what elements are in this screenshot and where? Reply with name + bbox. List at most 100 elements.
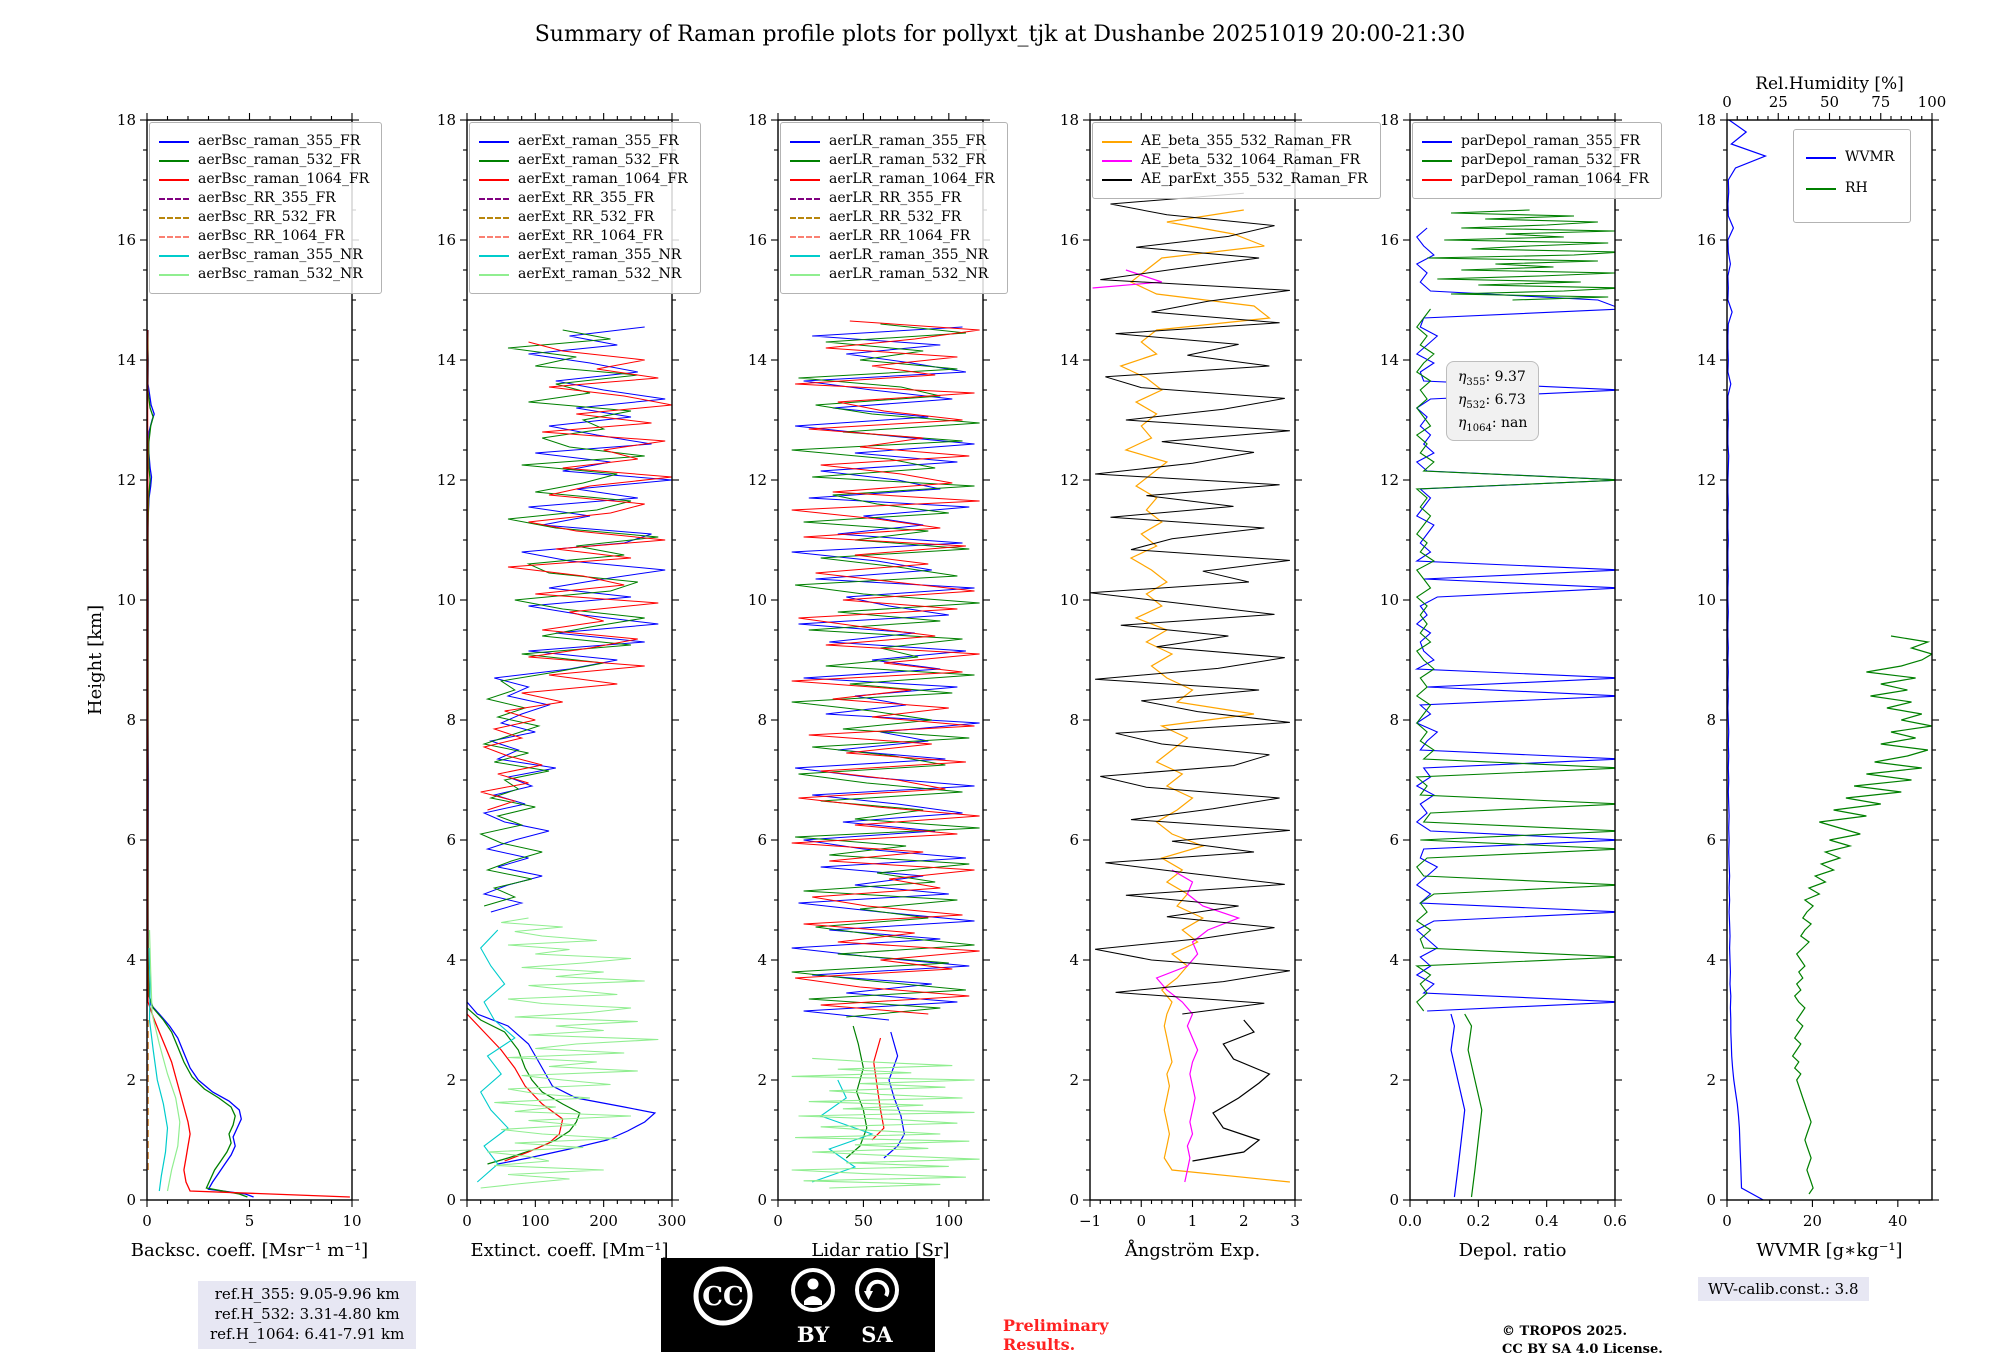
legend-entry: aerExt_raman_1064_FR <box>479 172 688 187</box>
legend-entry: AE_beta_355_532_Raman_FR <box>1102 134 1368 149</box>
svg-text:100: 100 <box>521 1212 550 1230</box>
legend-label: aerExt_RR_532_FR <box>518 209 655 225</box>
legend-label: AE_beta_532_1064_Raman_FR <box>1141 152 1361 168</box>
svg-text:0.6: 0.6 <box>1603 1212 1627 1230</box>
legend-entry: parDepol_raman_1064_FR <box>1422 172 1649 187</box>
wv-calib-note: WV-calib.const.: 3.8 <box>1698 1277 1869 1301</box>
svg-text:14: 14 <box>117 351 136 369</box>
svg-text:12: 12 <box>117 471 136 489</box>
legend-label: aerLR_RR_355_FR <box>829 190 962 206</box>
legend-entry: aerExt_RR_532_FR <box>479 210 688 225</box>
svg-text:0: 0 <box>462 1212 472 1230</box>
svg-text:0.0: 0.0 <box>1398 1212 1422 1230</box>
legend-line-sample <box>1422 178 1452 181</box>
legend-label: aerExt_raman_1064_FR <box>518 171 688 187</box>
ref-height-355: ref.H_355: 9.05-9.96 km <box>214 1285 400 1303</box>
legend-entry: aerExt_RR_355_FR <box>479 191 688 206</box>
legend-line-sample <box>790 235 820 238</box>
legend-label: parDepol_raman_532_FR <box>1461 152 1641 168</box>
svg-text:300: 300 <box>658 1212 687 1230</box>
eta-532-row: η532: 6.73 <box>1458 391 1526 411</box>
svg-text:10: 10 <box>1697 591 1716 609</box>
legend-line-sample <box>479 216 509 219</box>
legend-label: aerBsc_raman_532_NR <box>198 266 363 282</box>
extinction-plot: 0 2 4 6 8 10 12 14 16 18 0 100 200 300 Extinct. coeff.… <box>437 111 687 1261</box>
svg-text:25: 25 <box>1769 93 1788 111</box>
ref-height-1064: ref.H_1064: 6.41-7.91 km <box>210 1324 405 1343</box>
svg-text:8: 8 <box>446 711 456 729</box>
legend-entry: aerBsc_RR_355_FR <box>159 191 369 206</box>
legend-line-sample <box>479 254 509 257</box>
legend-line-sample <box>1102 178 1132 181</box>
legend-line-sample <box>159 235 189 238</box>
legend-line-sample <box>790 178 820 181</box>
legend-label: aerLR_RR_1064_FR <box>829 228 971 244</box>
legend-label: aerBsc_raman_355_NR <box>198 247 363 263</box>
legend-entry: aerExt_raman_532_FR <box>479 153 688 168</box>
legend-label: aerBsc_RR_355_FR <box>198 190 336 206</box>
legend-entry: aerBsc_raman_355_FR <box>159 134 369 149</box>
legend-label: aerBsc_raman_355_FR <box>198 133 361 149</box>
svg-text:4: 4 <box>1069 951 1079 969</box>
svg-text:20: 20 <box>1803 1212 1822 1230</box>
legend-line-sample <box>479 197 509 200</box>
svg-text:Height [km]: Height [km] <box>87 605 106 715</box>
svg-text:Rel.Humidity [%]: Rel.Humidity [%] <box>1755 75 1904 94</box>
svg-text:10: 10 <box>437 591 456 609</box>
panel-wvmr: 0 2 4 6 8 10 12 14 16 18 0 20 40 0 25 50 75 100 Rel.Humidi… <box>1667 75 1959 1315</box>
svg-text:18: 18 <box>1380 111 1399 129</box>
legend-label: aerExt_raman_355_FR <box>518 133 679 149</box>
legend-line-sample <box>790 273 820 276</box>
legend-entry: aerExt_RR_1064_FR <box>479 229 688 244</box>
legend-line-sample <box>479 178 509 181</box>
backscatter-plot: 0 2 4 6 8 10 12 14 16 18 0 5 10 Backsc. coeff. [Msr⁻¹… <box>87 111 368 1261</box>
legend-line-sample <box>1806 187 1836 190</box>
panel-lidar-ratio: 0 2 4 6 8 10 12 14 16 18 0 50 100 Lidar ratio [Sr] ae… <box>718 75 1010 1315</box>
legend-line-sample <box>1422 159 1452 162</box>
svg-text:5: 5 <box>245 1212 255 1230</box>
legend-label: aerBsc_RR_532_FR <box>198 209 336 225</box>
svg-text:16: 16 <box>117 231 136 249</box>
legend-label: aerBsc_raman_1064_FR <box>198 171 370 187</box>
legend-line-sample <box>790 216 820 219</box>
legend-entry: AE_beta_532_1064_Raman_FR <box>1102 153 1368 168</box>
legend-label: aerExt_raman_532_FR <box>518 152 679 168</box>
lidar-ratio-plot: 0 2 4 6 8 10 12 14 16 18 0 50 100 Lidar ratio [Sr] <box>748 111 990 1261</box>
legend-entry: aerExt_raman_355_FR <box>479 134 688 149</box>
svg-text:18: 18 <box>437 111 456 129</box>
svg-text:14: 14 <box>748 351 767 369</box>
by-label: BY <box>797 1322 830 1347</box>
svg-text:8: 8 <box>126 711 136 729</box>
wvmr-legend: WVMR RH <box>1793 129 1912 223</box>
svg-text:Ångström Exp.: Ångström Exp. <box>1124 1239 1260 1261</box>
svg-text:2: 2 <box>126 1071 136 1089</box>
legend-label: aerBsc_RR_1064_FR <box>198 228 345 244</box>
legend-label: aerExt_raman_532_NR <box>518 266 682 282</box>
legend-line-sample <box>1102 140 1132 143</box>
svg-text:0: 0 <box>1136 1212 1146 1230</box>
svg-text:0: 0 <box>1722 93 1732 111</box>
svg-text:16: 16 <box>748 231 767 249</box>
svg-text:6: 6 <box>1706 831 1716 849</box>
svg-text:WVMR [g∗kg⁻¹]: WVMR [g∗kg⁻¹] <box>1756 1240 1902 1261</box>
svg-text:4: 4 <box>757 951 767 969</box>
ref-height-532: ref.H_532: 3.31-4.80 km <box>214 1304 400 1323</box>
svg-text:12: 12 <box>748 471 767 489</box>
svg-text:4: 4 <box>126 951 136 969</box>
svg-text:0: 0 <box>1389 1191 1399 1209</box>
backscatter-legend: aerBsc_raman_355_FR aerBsc_raman_532_FR ae… <box>149 122 383 294</box>
svg-text:40: 40 <box>1888 1212 1907 1230</box>
legend-line-sample <box>790 140 820 143</box>
legend-label: aerExt_RR_355_FR <box>518 190 655 206</box>
preliminary-note: Preliminary Results. <box>1003 1316 1109 1355</box>
svg-text:0: 0 <box>1706 1191 1716 1209</box>
legend-label: parDepol_raman_1064_FR <box>1461 171 1649 187</box>
panel-extinction: 0 2 4 6 8 10 12 14 16 18 0 100 200 300 Extinct. coeff.… <box>407 75 701 1315</box>
legend-entry: aerBsc_raman_355_NR <box>159 248 369 263</box>
legend-entry: aerLR_RR_1064_FR <box>790 229 995 244</box>
legend-line-sample <box>1806 156 1836 159</box>
legend-label: aerLR_raman_532_FR <box>829 152 986 168</box>
